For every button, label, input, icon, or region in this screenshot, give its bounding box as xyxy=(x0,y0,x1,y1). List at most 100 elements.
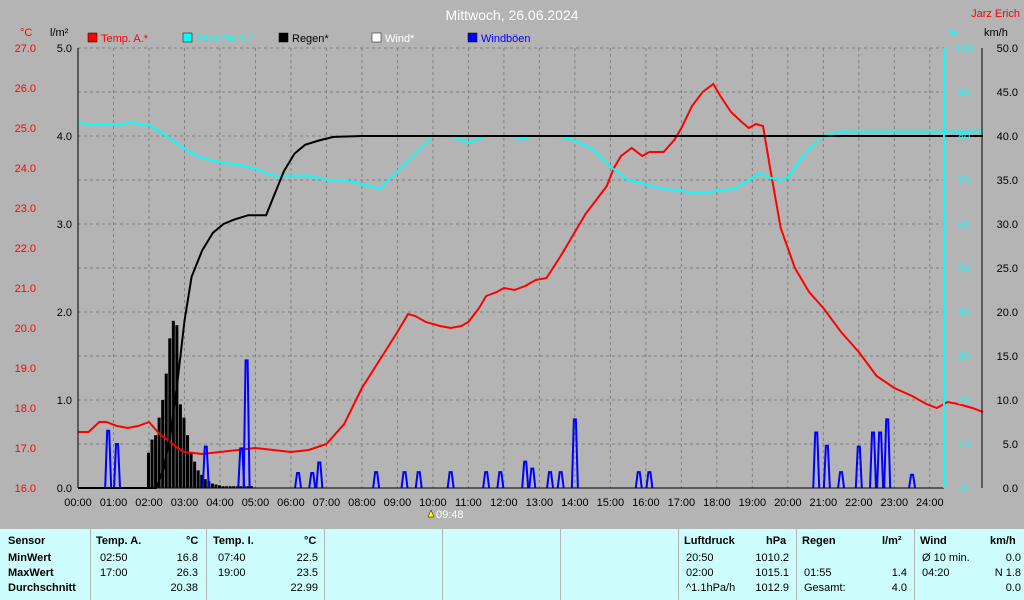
table-cell-ti-val: 22.5 xyxy=(296,552,318,564)
temp-unit-label: °C xyxy=(20,27,32,39)
table-cell-ta-val: 26.3 xyxy=(176,567,198,579)
wind-gust-peak xyxy=(837,471,846,489)
table-cell-w-val: N 1.8 xyxy=(994,567,1021,579)
rain-interval-bar xyxy=(186,435,190,488)
temp-tick-label: 19.0 xyxy=(15,363,36,375)
table-cell-p-time: ^1.1hPa/h xyxy=(686,582,736,594)
rain-interval-bar xyxy=(203,479,207,488)
now-marker-icon xyxy=(427,509,435,518)
wind-tick-label: 30.0 xyxy=(997,219,1018,231)
now-marker-label: 09:48 xyxy=(436,509,464,521)
table-cell-p-val: 1015.1 xyxy=(755,567,789,579)
rain-tick-label: 1.0 xyxy=(57,395,72,407)
table-cell-ta-val: 20.38 xyxy=(170,582,198,594)
table-separator xyxy=(796,529,797,600)
wind-tick-label: 0.0 xyxy=(1003,483,1018,495)
rain-interval-bar xyxy=(200,474,204,488)
humidity-tick-label: 100 xyxy=(955,43,973,55)
rain-interval-bar xyxy=(178,404,182,488)
table-cell-label: MinWert xyxy=(8,552,52,564)
wind-gust-peak xyxy=(446,471,455,489)
table-cell-w-label: Ø 10 min. xyxy=(922,552,970,564)
x-tick-label: 04:00 xyxy=(206,497,234,509)
legend-swatch xyxy=(371,32,382,43)
temp-tick-label: 22.0 xyxy=(15,243,36,255)
humidity-tick-label: 10 xyxy=(958,439,970,451)
table-separator xyxy=(442,529,443,600)
table-cell-r-time: 01:55 xyxy=(804,567,832,579)
wind-tick-label: 10.0 xyxy=(997,395,1018,407)
rain-interval-bar xyxy=(221,486,225,488)
rain-interval-bar xyxy=(150,439,154,488)
wind-gust-peak xyxy=(546,471,555,489)
table-cell-w-val: 0.0 xyxy=(1005,582,1021,594)
rain-tick-label: 3.0 xyxy=(57,219,72,231)
weather-chart: 16.0 17.0 18.0 19.0 20.0 21.0 22.0 23.0 24.0 25.0… xyxy=(15,7,1020,521)
humidity-tick-label: 40 xyxy=(958,307,970,319)
x-tick-label: 15:00 xyxy=(597,497,625,509)
table-cell-ta-time: 17:00 xyxy=(100,567,128,579)
humidity-tick-label: 60 xyxy=(958,219,970,231)
table-cell-ti-time: 07:40 xyxy=(218,552,246,564)
legend-swatch xyxy=(182,32,193,43)
x-tick-label: 17:00 xyxy=(668,497,696,509)
humidity-tick-label: 0 xyxy=(961,483,967,495)
rain-interval-bar xyxy=(161,400,165,488)
summary-table: Sensor Temp. A. °C Temp. I. °C Luftdruck… xyxy=(0,529,1024,600)
x-tick-label: 22:00 xyxy=(845,497,873,509)
rain-interval-bar xyxy=(228,486,232,488)
table-separator xyxy=(324,529,325,600)
header-wind: Wind xyxy=(920,535,947,547)
rain-tick-label: 0.0 xyxy=(57,483,72,495)
temp-tick-label: 20.0 xyxy=(15,323,36,335)
x-tick-label: 05:00 xyxy=(242,497,270,509)
x-tick-label: 20:00 xyxy=(774,497,802,509)
legend-label: Temp. A.* xyxy=(101,33,149,45)
wind-gust-peak xyxy=(876,431,885,489)
wind-tick-label: 45.0 xyxy=(997,87,1018,99)
x-tick-label: 09:00 xyxy=(384,497,412,509)
table-cell-p-val: 1012.9 xyxy=(755,582,789,594)
wind-gust-peak xyxy=(496,471,505,489)
temp-tick-label: 27.0 xyxy=(15,43,36,55)
wind-tick-label: 35.0 xyxy=(997,175,1018,187)
table-cell-r-time: Gesamt: xyxy=(804,582,846,594)
series-lines xyxy=(77,82,984,489)
x-tick-label: 06:00 xyxy=(277,497,305,509)
x-tick-label: 11:00 xyxy=(455,497,482,509)
header-rain: Regen xyxy=(802,535,836,547)
header-temp-a-unit: °C xyxy=(186,535,199,547)
temp-tick-label: 16.0 xyxy=(15,483,36,495)
wind-gust-peak xyxy=(556,471,565,489)
table-cell-ti-val: 22.99 xyxy=(290,582,318,594)
rain-interval-bar xyxy=(164,373,168,488)
legend-label: Windböen xyxy=(481,33,531,45)
wind-gust-peak xyxy=(869,431,878,489)
wind-gust-peak xyxy=(308,472,317,489)
header-temp-a: Temp. A. xyxy=(96,535,142,547)
header-pressure-unit: hPa xyxy=(766,535,787,547)
wind-tick-label: 5.0 xyxy=(1003,439,1018,451)
rain-interval-bar xyxy=(154,435,158,488)
header-wind-unit: km/h xyxy=(990,535,1016,547)
rain-interval-bar xyxy=(225,486,229,488)
legend-label: Regen* xyxy=(292,33,329,45)
x-tick-label: 01:00 xyxy=(100,497,128,509)
table-separator xyxy=(90,529,91,600)
header-sensor: Sensor xyxy=(8,535,46,547)
wind-gust-peak xyxy=(883,418,892,489)
rain-interval-bar xyxy=(214,484,218,488)
wind-gust-peak xyxy=(400,471,409,489)
x-tick-label: 14:00 xyxy=(561,497,589,509)
wind-gust-peak xyxy=(854,445,863,489)
x-tick-label: 21:00 xyxy=(810,497,838,509)
author-label: Jarz Erich xyxy=(971,8,1020,20)
table-separator xyxy=(678,529,679,600)
wind-gust-peak xyxy=(315,461,324,489)
x-tick-label: 24:00 xyxy=(916,497,944,509)
table-cell-label: Durchschnitt xyxy=(8,582,76,594)
rain-interval-bar xyxy=(189,452,193,488)
rain-interval-bar xyxy=(232,486,236,488)
header-temp-i-unit: °C xyxy=(304,535,317,547)
table-cell-r-val: 1.4 xyxy=(891,567,907,579)
